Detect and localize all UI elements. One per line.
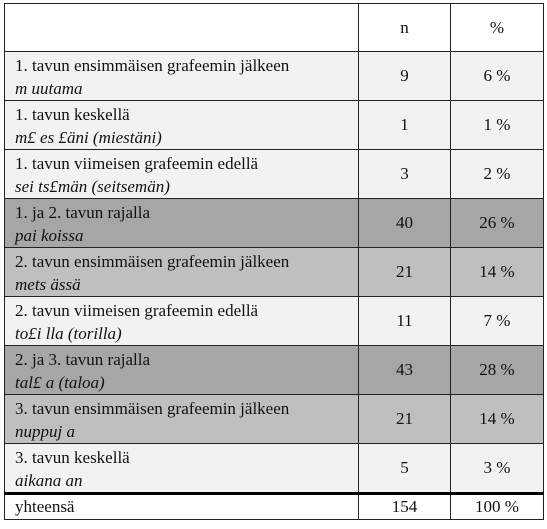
- table-row: 1. tavun keskellä m£ es £äni (miestäni) 1 1…: [4, 100, 544, 150]
- total-label-cell: yhteensä: [4, 492, 359, 520]
- table-row: 3. tavun keskellä aikana an 5 3 %: [4, 443, 544, 494]
- row-label: 1. tavun keskellä: [15, 105, 130, 124]
- row-example: mets ässä: [15, 275, 81, 294]
- row-example: m£ es £äni (miestäni): [15, 128, 162, 147]
- row-example: pai koissa: [15, 226, 84, 245]
- table-row: 2. ja 3. tavun rajalla tal£ a (taloa) 43 28…: [4, 345, 544, 395]
- row-example: sei ts£män (seitsemän): [15, 177, 170, 196]
- row-n-cell: 21: [358, 394, 451, 444]
- row-label-cell: 1. tavun keskellä m£ es £äni (miestäni): [4, 100, 359, 150]
- row-label: 1. tavun viimeisen grafeemin edellä: [15, 154, 259, 173]
- row-n-cell: 21: [358, 247, 451, 297]
- row-label: 2. tavun ensimmäisen grafeemin jälkeen: [15, 252, 290, 271]
- total-pct-cell: 100 %: [450, 492, 544, 520]
- row-label-cell: 1. tavun ensimmäisen grafeemin jälkeen m …: [4, 51, 359, 101]
- row-label-cell: 2. ja 3. tavun rajalla tal£ a (taloa): [4, 345, 359, 395]
- row-label-cell: 3. tavun ensimmäisen grafeemin jälkeen nu…: [4, 394, 359, 444]
- row-pct-cell: 2 %: [450, 149, 544, 199]
- row-n-cell: 5: [358, 443, 451, 494]
- header-n-cell: n: [358, 3, 451, 52]
- row-example: tal£ a (taloa): [15, 373, 105, 392]
- row-label: 2. tavun viimeisen grafeemin edellä: [15, 301, 259, 320]
- row-example: to£i lla (torilla): [15, 324, 122, 343]
- table-row: 1. ja 2. tavun rajalla pai koissa 40 26 %: [4, 198, 544, 248]
- row-label-cell: 1. ja 2. tavun rajalla pai koissa: [4, 198, 359, 248]
- table-row: 1. tavun ensimmäisen grafeemin jälkeen m …: [4, 51, 544, 101]
- table-body: 1. tavun ensimmäisen grafeemin jälkeen m …: [4, 51, 544, 494]
- row-n-cell: 9: [358, 51, 451, 101]
- table-row: 3. tavun ensimmäisen grafeemin jälkeen nu…: [4, 394, 544, 444]
- row-example: nuppuj a: [15, 422, 75, 441]
- table-row: 2. tavun ensimmäisen grafeemin jälkeen me…: [4, 247, 544, 297]
- row-pct-cell: 28 %: [450, 345, 544, 395]
- row-n-cell: 1: [358, 100, 451, 150]
- row-label-cell: 3. tavun keskellä aikana an: [4, 443, 359, 494]
- row-label: 3. tavun ensimmäisen grafeemin jälkeen: [15, 399, 290, 418]
- total-n-cell: 154: [358, 492, 451, 520]
- row-label: 1. tavun ensimmäisen grafeemin jälkeen: [15, 56, 290, 75]
- results-table: n % 1. tavun ensimmäisen grafeemin jälke…: [4, 3, 544, 520]
- row-n-cell: 40: [358, 198, 451, 248]
- row-pct-cell: 1 %: [450, 100, 544, 150]
- row-n-cell: 11: [358, 296, 451, 346]
- row-n-cell: 3: [358, 149, 451, 199]
- row-label: 2. ja 3. tavun rajalla: [15, 350, 151, 369]
- header-label-cell: [4, 3, 359, 52]
- row-pct-cell: 14 %: [450, 247, 544, 297]
- row-pct-cell: 6 %: [450, 51, 544, 101]
- row-label: 1. ja 2. tavun rajalla: [15, 203, 151, 222]
- row-label-cell: 2. tavun viimeisen grafeemin edellä to£i …: [4, 296, 359, 346]
- row-pct-cell: 14 %: [450, 394, 544, 444]
- row-example: m uutama: [15, 79, 83, 98]
- row-pct-cell: 26 %: [450, 198, 544, 248]
- header-pct-cell: %: [450, 3, 544, 52]
- row-n-cell: 43: [358, 345, 451, 395]
- row-label: 3. tavun keskellä: [15, 448, 130, 467]
- row-label-cell: 1. tavun viimeisen grafeemin edellä sei t…: [4, 149, 359, 199]
- row-example: aikana an: [15, 471, 83, 490]
- header-row: n %: [4, 3, 544, 52]
- table-row: 1. tavun viimeisen grafeemin edellä sei t…: [4, 149, 544, 199]
- total-row: yhteensä 154 100 %: [4, 492, 544, 520]
- row-pct-cell: 7 %: [450, 296, 544, 346]
- row-pct-cell: 3 %: [450, 443, 544, 494]
- table-row: 2. tavun viimeisen grafeemin edellä to£i …: [4, 296, 544, 346]
- row-label-cell: 2. tavun ensimmäisen grafeemin jälkeen me…: [4, 247, 359, 297]
